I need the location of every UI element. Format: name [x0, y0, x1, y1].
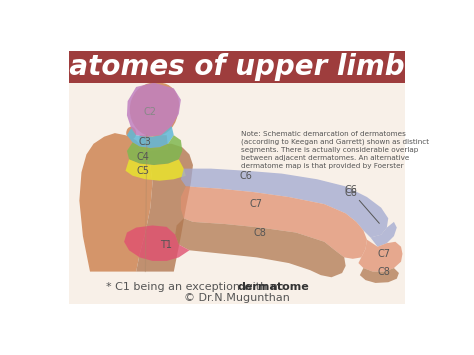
Polygon shape — [127, 126, 174, 148]
Text: C3: C3 — [138, 137, 151, 147]
Text: C6: C6 — [344, 185, 379, 223]
Polygon shape — [124, 225, 190, 261]
Text: C7: C7 — [378, 249, 391, 259]
Ellipse shape — [126, 127, 136, 140]
Polygon shape — [138, 135, 168, 151]
FancyBboxPatch shape — [69, 83, 405, 304]
Polygon shape — [127, 83, 181, 137]
Text: C6: C6 — [344, 189, 357, 198]
Polygon shape — [360, 268, 399, 283]
Text: C7: C7 — [250, 199, 263, 209]
Text: dermatome: dermatome — [237, 282, 309, 292]
Polygon shape — [371, 222, 397, 247]
Polygon shape — [358, 240, 402, 272]
Polygon shape — [136, 144, 193, 272]
Ellipse shape — [140, 83, 179, 127]
Text: C2: C2 — [143, 107, 156, 117]
Text: T1: T1 — [160, 240, 172, 250]
Polygon shape — [181, 186, 367, 259]
Ellipse shape — [130, 83, 178, 137]
Polygon shape — [181, 169, 388, 237]
Text: C8: C8 — [378, 267, 391, 277]
Text: © Dr.N.Mugunthan: © Dr.N.Mugunthan — [184, 293, 290, 303]
Text: C8: C8 — [253, 228, 266, 237]
Polygon shape — [127, 135, 182, 165]
Polygon shape — [175, 218, 346, 277]
Text: Note: Schematic demarcation of dermatomes
(according to Keegan and Garrett) show: Note: Schematic demarcation of dermatome… — [240, 131, 428, 169]
Text: * C1 being an exception with no: * C1 being an exception with no — [106, 282, 288, 292]
Polygon shape — [79, 133, 153, 272]
Polygon shape — [126, 159, 186, 181]
Text: C6: C6 — [239, 171, 252, 181]
Text: Dermatomes of upper limb-back: Dermatomes of upper limb-back — [0, 53, 474, 81]
FancyBboxPatch shape — [69, 51, 405, 83]
Text: C4: C4 — [136, 152, 149, 162]
Text: C5: C5 — [136, 166, 149, 176]
